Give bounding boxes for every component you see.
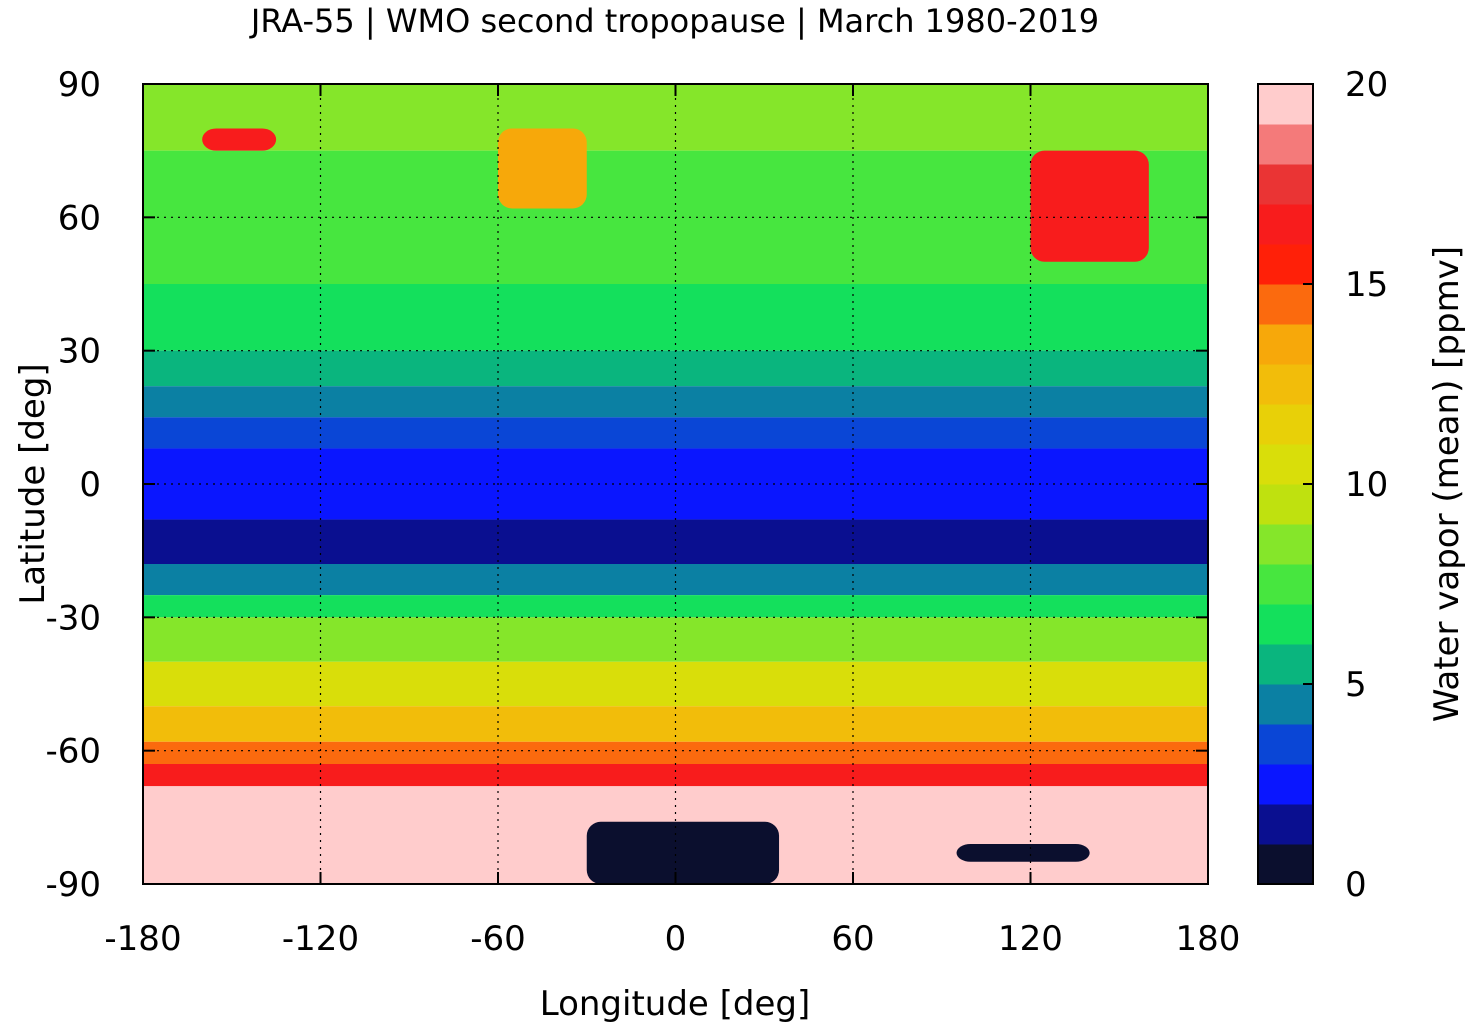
colorbar-tick-label: 0: [1345, 865, 1367, 905]
colorbar: 0 5 10 15 20: [1257, 65, 1388, 905]
colorbar-swatch: [1258, 484, 1313, 525]
x-tick-label: -120: [282, 919, 359, 959]
y-tick-label: -30: [45, 598, 101, 638]
chart-title: JRA-55 | WMO second tropopause | March 1…: [249, 2, 1099, 40]
colorbar-swatch: [1258, 324, 1313, 365]
colorbar-swatch: [1258, 844, 1313, 885]
colorbar-swatch: [1258, 684, 1313, 725]
latitude-band: [143, 741, 1208, 764]
region-anomaly: [586, 821, 780, 884]
colorbar-swatch: [1258, 804, 1313, 845]
colorbar-swatch: [1258, 524, 1313, 565]
gridlines: [143, 84, 1208, 884]
x-tick-label: -180: [104, 919, 181, 959]
y-tick-label: 0: [79, 465, 101, 505]
x-tick-label: 0: [665, 919, 687, 959]
latitude-band: [143, 764, 1208, 787]
colorbar-swatch: [1258, 604, 1313, 645]
latitude-band: [143, 595, 1208, 618]
x-tick-label: 60: [831, 919, 874, 959]
colorbar-swatch: [1258, 164, 1313, 205]
latitude-band: [143, 417, 1208, 449]
latitude-band: [143, 350, 1208, 387]
colorbar-swatch: [1258, 724, 1313, 765]
colorbar-swatch: [1258, 364, 1313, 405]
colorbar-swatch: [1258, 284, 1313, 325]
colorbar-tick-label: 5: [1345, 665, 1367, 705]
x-tick-label: 120: [998, 919, 1063, 959]
latitude-band: [143, 386, 1208, 418]
colorbar-tick-label: 10: [1345, 465, 1388, 505]
colorbar-tick-label: 20: [1345, 65, 1388, 105]
colorbar-swatch: [1258, 244, 1313, 285]
y-tick-label: -90: [45, 865, 101, 905]
y-tick-label: 60: [58, 198, 101, 238]
latitude-band: [143, 661, 1208, 707]
colorbar-swatch: [1258, 564, 1313, 605]
colorbar-swatch: [1258, 444, 1313, 485]
colorbar-swatch: [1258, 644, 1313, 685]
x-tick-label: 180: [1176, 919, 1241, 959]
colorbar-swatch: [1258, 404, 1313, 445]
colorbar-swatch: [1258, 124, 1313, 165]
region-anomaly: [498, 128, 587, 209]
axis-ticks: -180 -120 -60 0 60 120 180 -90 -60 -30 0 30 60 90: [45, 65, 1240, 959]
colorbar-swatch: [1258, 84, 1313, 125]
y-axis-title: Latitude [deg]: [13, 363, 53, 604]
colorbar-title: Water vapor (mean) [ppmv]: [1427, 246, 1467, 722]
y-tick-label: 90: [58, 65, 101, 105]
y-tick-label: -60: [45, 732, 101, 772]
colorbar-swatch: [1258, 204, 1313, 245]
x-tick-label: -60: [470, 919, 526, 959]
colorbar-tick-label: 15: [1345, 265, 1388, 305]
region-anomaly: [1030, 150, 1149, 262]
x-axis-title: Longitude [deg]: [540, 984, 811, 1024]
y-tick-label: 30: [58, 332, 101, 372]
region-anomaly: [202, 128, 277, 151]
region-anomaly: [956, 844, 1090, 862]
colorbar-swatch: [1258, 764, 1313, 805]
